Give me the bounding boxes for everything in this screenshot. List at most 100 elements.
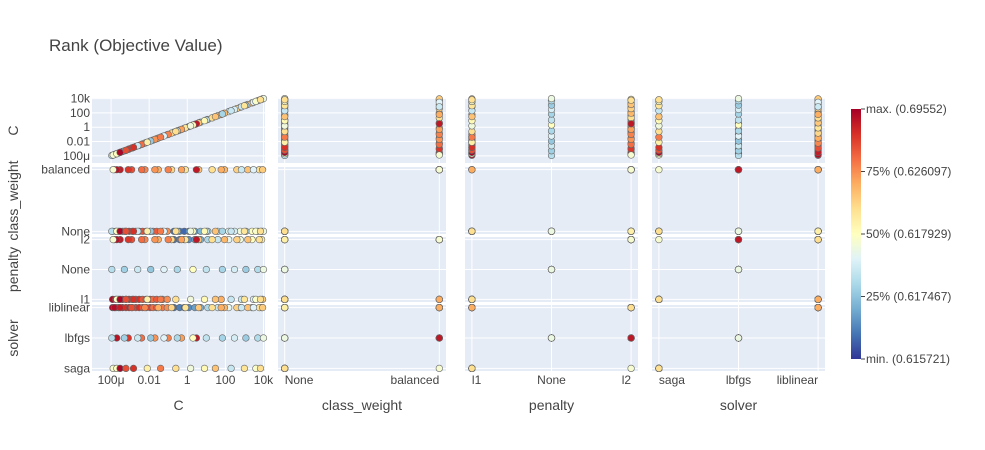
trial-point xyxy=(157,295,165,304)
trial-point xyxy=(435,166,443,174)
trial-point xyxy=(435,304,443,312)
trial-point xyxy=(128,304,136,312)
trial-point xyxy=(129,295,138,304)
trial-point xyxy=(468,227,476,235)
trial-point xyxy=(218,265,226,274)
trial-point xyxy=(227,364,235,373)
x-tick-label: liblinear xyxy=(777,373,818,387)
y-tick-label: 0.01 xyxy=(67,135,91,149)
x-tick-label: lbfgs xyxy=(726,373,751,387)
trial-point xyxy=(177,236,186,244)
trial-point xyxy=(281,227,289,235)
chart-title: Rank (Objective Value) xyxy=(49,36,223,55)
trial-point xyxy=(814,295,822,304)
trial-point xyxy=(468,364,476,373)
trial-point xyxy=(655,166,663,174)
trial-point xyxy=(168,304,176,312)
trial-point xyxy=(122,227,130,235)
trial-point xyxy=(173,334,181,342)
trial-point xyxy=(655,227,663,235)
colorbar-tick-label: 75% (0.626097) xyxy=(866,165,951,179)
x-axis-title: penalty xyxy=(529,397,574,413)
trial-point xyxy=(200,364,209,373)
trial-point xyxy=(187,227,195,235)
y-axis-title: penalty xyxy=(5,247,21,292)
subplot-class_weight-vs-C: None balanced xyxy=(41,163,268,238)
trial-point xyxy=(435,103,443,111)
plot-background xyxy=(92,167,265,234)
x-tick-label: 100 xyxy=(215,373,235,387)
trial-point xyxy=(160,334,168,342)
trial-point xyxy=(259,334,268,342)
trial-point xyxy=(734,334,743,342)
trial-point xyxy=(256,96,265,104)
trial-point xyxy=(256,227,265,235)
trial-point xyxy=(249,304,258,312)
trial-point xyxy=(814,166,822,174)
trial-point xyxy=(435,120,443,128)
trial-point xyxy=(230,334,239,342)
trial-point xyxy=(468,295,476,304)
trial-point xyxy=(147,265,155,274)
trial-point xyxy=(109,236,117,244)
subplot-solver-vs-C: saga lbfgs liblinear 100μ 0.01 1 100 10k xyxy=(49,301,275,387)
subplot-C-vs-class_weight xyxy=(278,94,446,163)
y-axis-title: class_weight xyxy=(5,160,21,240)
trial-point xyxy=(734,236,743,244)
y-tick-label: 10k xyxy=(71,92,91,106)
plot-background xyxy=(278,98,446,163)
trial-point xyxy=(172,127,180,136)
x-tick-label: balanced xyxy=(391,373,440,387)
trial-point xyxy=(242,334,250,342)
trial-point xyxy=(547,227,556,235)
trial-point xyxy=(244,236,252,244)
trial-point xyxy=(734,116,743,124)
colorbar-tick-label: max. (0.69552) xyxy=(866,102,947,116)
trial-point xyxy=(164,236,172,244)
trial-point xyxy=(160,265,168,274)
x-tick-label: 10k xyxy=(254,373,274,387)
x-tick-label: None xyxy=(285,373,314,387)
trial-point xyxy=(281,364,289,373)
trial-point xyxy=(172,227,180,235)
trial-point xyxy=(281,265,289,274)
trial-point xyxy=(120,265,128,274)
trial-point xyxy=(237,304,246,312)
trial-point xyxy=(227,295,235,304)
x-tick-label: saga xyxy=(659,373,685,387)
subplot-penalty-vs-C: l1 None l2 xyxy=(61,233,268,306)
trial-point xyxy=(218,227,226,235)
trial-point xyxy=(147,334,155,342)
y-tick-label: saga xyxy=(64,361,90,375)
trial-point xyxy=(655,96,663,104)
trial-point xyxy=(227,107,235,115)
trial-point xyxy=(129,227,138,235)
y-tick-label: None xyxy=(61,263,90,277)
trial-point xyxy=(109,166,117,174)
x-tick-label: 100μ xyxy=(98,373,125,387)
trial-point xyxy=(435,236,443,244)
trial-point xyxy=(227,227,235,235)
trial-point xyxy=(217,304,225,312)
trial-point xyxy=(164,166,172,174)
trial-point xyxy=(814,110,822,119)
subplot-C-vs-penalty xyxy=(465,94,638,163)
x-tick-label: l2 xyxy=(622,373,632,387)
trial-point xyxy=(202,265,210,274)
subplot-penalty-vs-solver xyxy=(652,236,825,304)
trial-point xyxy=(208,166,216,174)
trial-point xyxy=(281,96,289,104)
trial-point xyxy=(181,304,189,312)
trial-point xyxy=(814,304,822,312)
trial-point xyxy=(217,166,225,174)
colorbar-tick-label: min. (0.615721) xyxy=(866,352,950,366)
trial-point xyxy=(134,334,142,342)
trial-point xyxy=(202,334,210,342)
trial-point xyxy=(187,364,195,373)
trial-point xyxy=(220,236,229,244)
trial-point xyxy=(172,364,180,373)
trial-point xyxy=(281,295,289,304)
trial-point xyxy=(547,116,556,124)
y-tick-label: balanced xyxy=(41,163,90,177)
subplot-grid: 100μ0.01110010kNonebalancedl1Nonel2sagal… xyxy=(41,92,825,387)
